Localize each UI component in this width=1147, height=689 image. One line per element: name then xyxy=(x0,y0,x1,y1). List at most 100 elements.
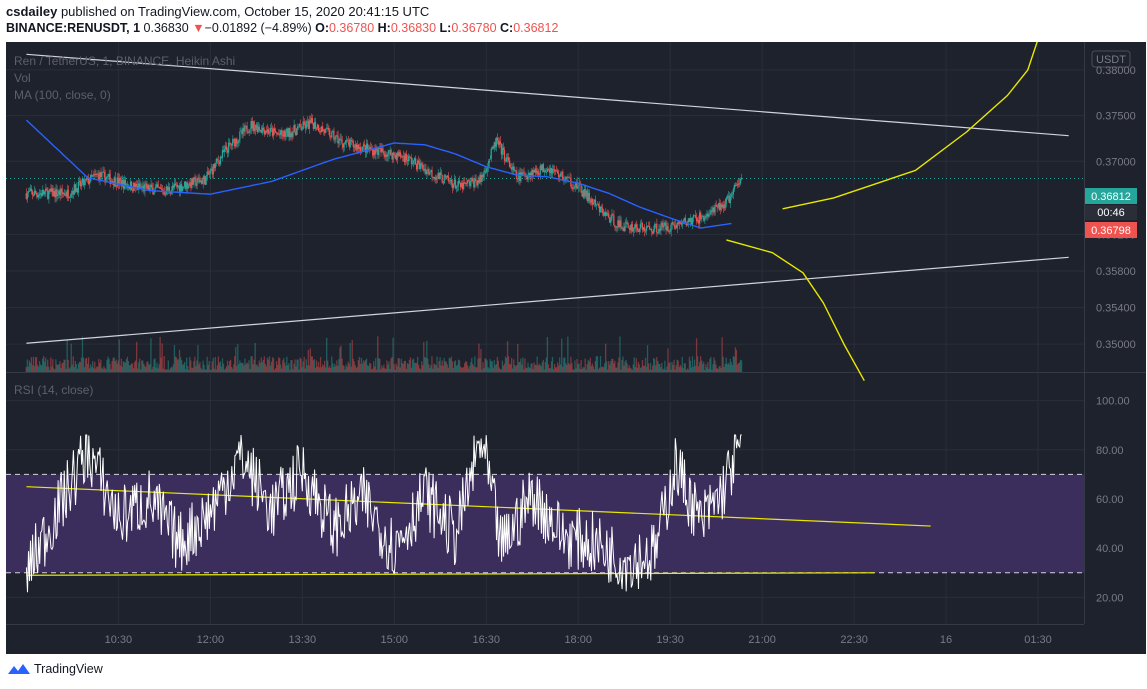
volume-bar xyxy=(141,360,143,372)
volume-bar xyxy=(619,336,621,372)
candle-body xyxy=(655,223,657,225)
volume-bar xyxy=(235,347,237,372)
candle-body xyxy=(190,182,192,188)
candle-body xyxy=(707,214,709,217)
volume-bar xyxy=(311,356,314,372)
volume-bar xyxy=(565,363,567,372)
volume-bar xyxy=(591,363,593,372)
volume-bar xyxy=(644,357,647,372)
volume-bar xyxy=(213,368,215,372)
volume-bar xyxy=(725,357,727,372)
volume-bar xyxy=(363,361,366,372)
rsi-axis-label: 60.00 xyxy=(1096,494,1124,506)
low-label: L: xyxy=(439,21,452,35)
volume-bar xyxy=(353,361,355,372)
volume-bar xyxy=(50,357,52,372)
volume-bar xyxy=(248,360,250,372)
candle-body xyxy=(394,154,396,156)
drawings[interactable] xyxy=(26,42,1069,576)
price-pane[interactable] xyxy=(6,42,1084,372)
currency-badge[interactable]: USDT xyxy=(1096,54,1126,66)
candle-body xyxy=(556,170,559,174)
candle-body xyxy=(235,138,237,147)
candle-body xyxy=(671,222,673,225)
footer[interactable]: TradingView xyxy=(8,662,103,676)
candle-body xyxy=(401,156,403,158)
candle-body xyxy=(213,164,215,169)
rsi-axis-label: 40.00 xyxy=(1096,543,1124,555)
candle-body xyxy=(91,174,93,177)
volume-bar xyxy=(325,367,327,372)
volume-bar xyxy=(638,364,640,372)
volume-bar xyxy=(577,364,579,372)
volume-bar xyxy=(149,363,151,372)
candle-body xyxy=(660,226,662,231)
volume-bar xyxy=(709,358,711,372)
candle-body xyxy=(259,129,261,131)
volume-bar xyxy=(284,362,286,372)
chart-area[interactable]: Ren / TetherUS, 1, BINANCE, Heikin Ashi … xyxy=(0,42,1147,656)
volume-bar xyxy=(222,363,225,372)
candle-body xyxy=(715,205,717,206)
volume-bar xyxy=(448,357,450,372)
candle-body xyxy=(238,139,240,142)
volume-bar xyxy=(407,364,410,372)
author-name[interactable]: csdailey xyxy=(6,4,58,19)
candle-body xyxy=(268,132,271,134)
volume-bar xyxy=(307,349,309,372)
volume-bar xyxy=(667,348,669,372)
volume-bar xyxy=(433,363,435,372)
volume-bar xyxy=(665,369,667,372)
volume-bar xyxy=(461,367,464,372)
volume-legend[interactable]: Vol xyxy=(14,71,31,85)
volume-bar xyxy=(237,344,239,372)
currency-badge-frame[interactable] xyxy=(1091,50,1131,68)
candle-body xyxy=(329,130,331,137)
volume-bar xyxy=(336,360,338,372)
price-scale[interactable] xyxy=(1084,42,1146,624)
candle-body xyxy=(279,134,281,136)
candle-body xyxy=(457,180,460,186)
volume-bar xyxy=(694,365,697,372)
volume-bar xyxy=(288,363,290,372)
candle-body xyxy=(102,171,104,173)
rsi-axis-label: 80.00 xyxy=(1096,445,1124,457)
candle-body xyxy=(670,224,672,232)
candle-body xyxy=(295,131,297,135)
volume-bar xyxy=(575,368,577,372)
volume-bar xyxy=(738,362,741,372)
volume-bar xyxy=(662,369,664,372)
volume-bar xyxy=(692,366,695,372)
volume-bar xyxy=(635,358,637,372)
close-label: C: xyxy=(500,21,514,35)
volume-bar xyxy=(318,367,321,372)
candle-body xyxy=(331,131,333,138)
candle-body xyxy=(257,126,259,133)
candle-body xyxy=(30,188,33,192)
candle-body xyxy=(437,172,439,177)
volume-bar xyxy=(132,368,135,372)
volume-bar xyxy=(332,363,334,372)
candle-body xyxy=(642,227,645,230)
volume-bar xyxy=(366,365,369,372)
candle-body xyxy=(661,222,663,227)
volume-bar xyxy=(161,343,163,372)
rsi-legend[interactable]: RSI (14, close) xyxy=(14,383,93,397)
volume-bar xyxy=(406,363,409,372)
time-scale[interactable] xyxy=(6,624,1146,654)
symbol-name[interactable]: BINANCE:RENUSDT, 1 xyxy=(6,21,141,35)
volume-bar xyxy=(296,359,298,372)
volume-bar xyxy=(203,364,205,372)
candle-body xyxy=(566,176,568,178)
candle-body xyxy=(382,148,384,152)
candle-body xyxy=(244,125,246,132)
candle-body xyxy=(189,182,191,187)
candle-body xyxy=(219,156,222,165)
volume-bar xyxy=(599,356,602,372)
candle-body xyxy=(63,193,65,195)
volume-bar xyxy=(199,362,201,372)
candle-body xyxy=(684,217,686,224)
candle-body xyxy=(83,180,86,186)
price-legend-title[interactable]: Ren / TetherUS, 1, BINANCE, Heikin Ashi xyxy=(14,54,235,68)
ma-legend[interactable]: MA (100, close, 0) xyxy=(14,88,111,102)
